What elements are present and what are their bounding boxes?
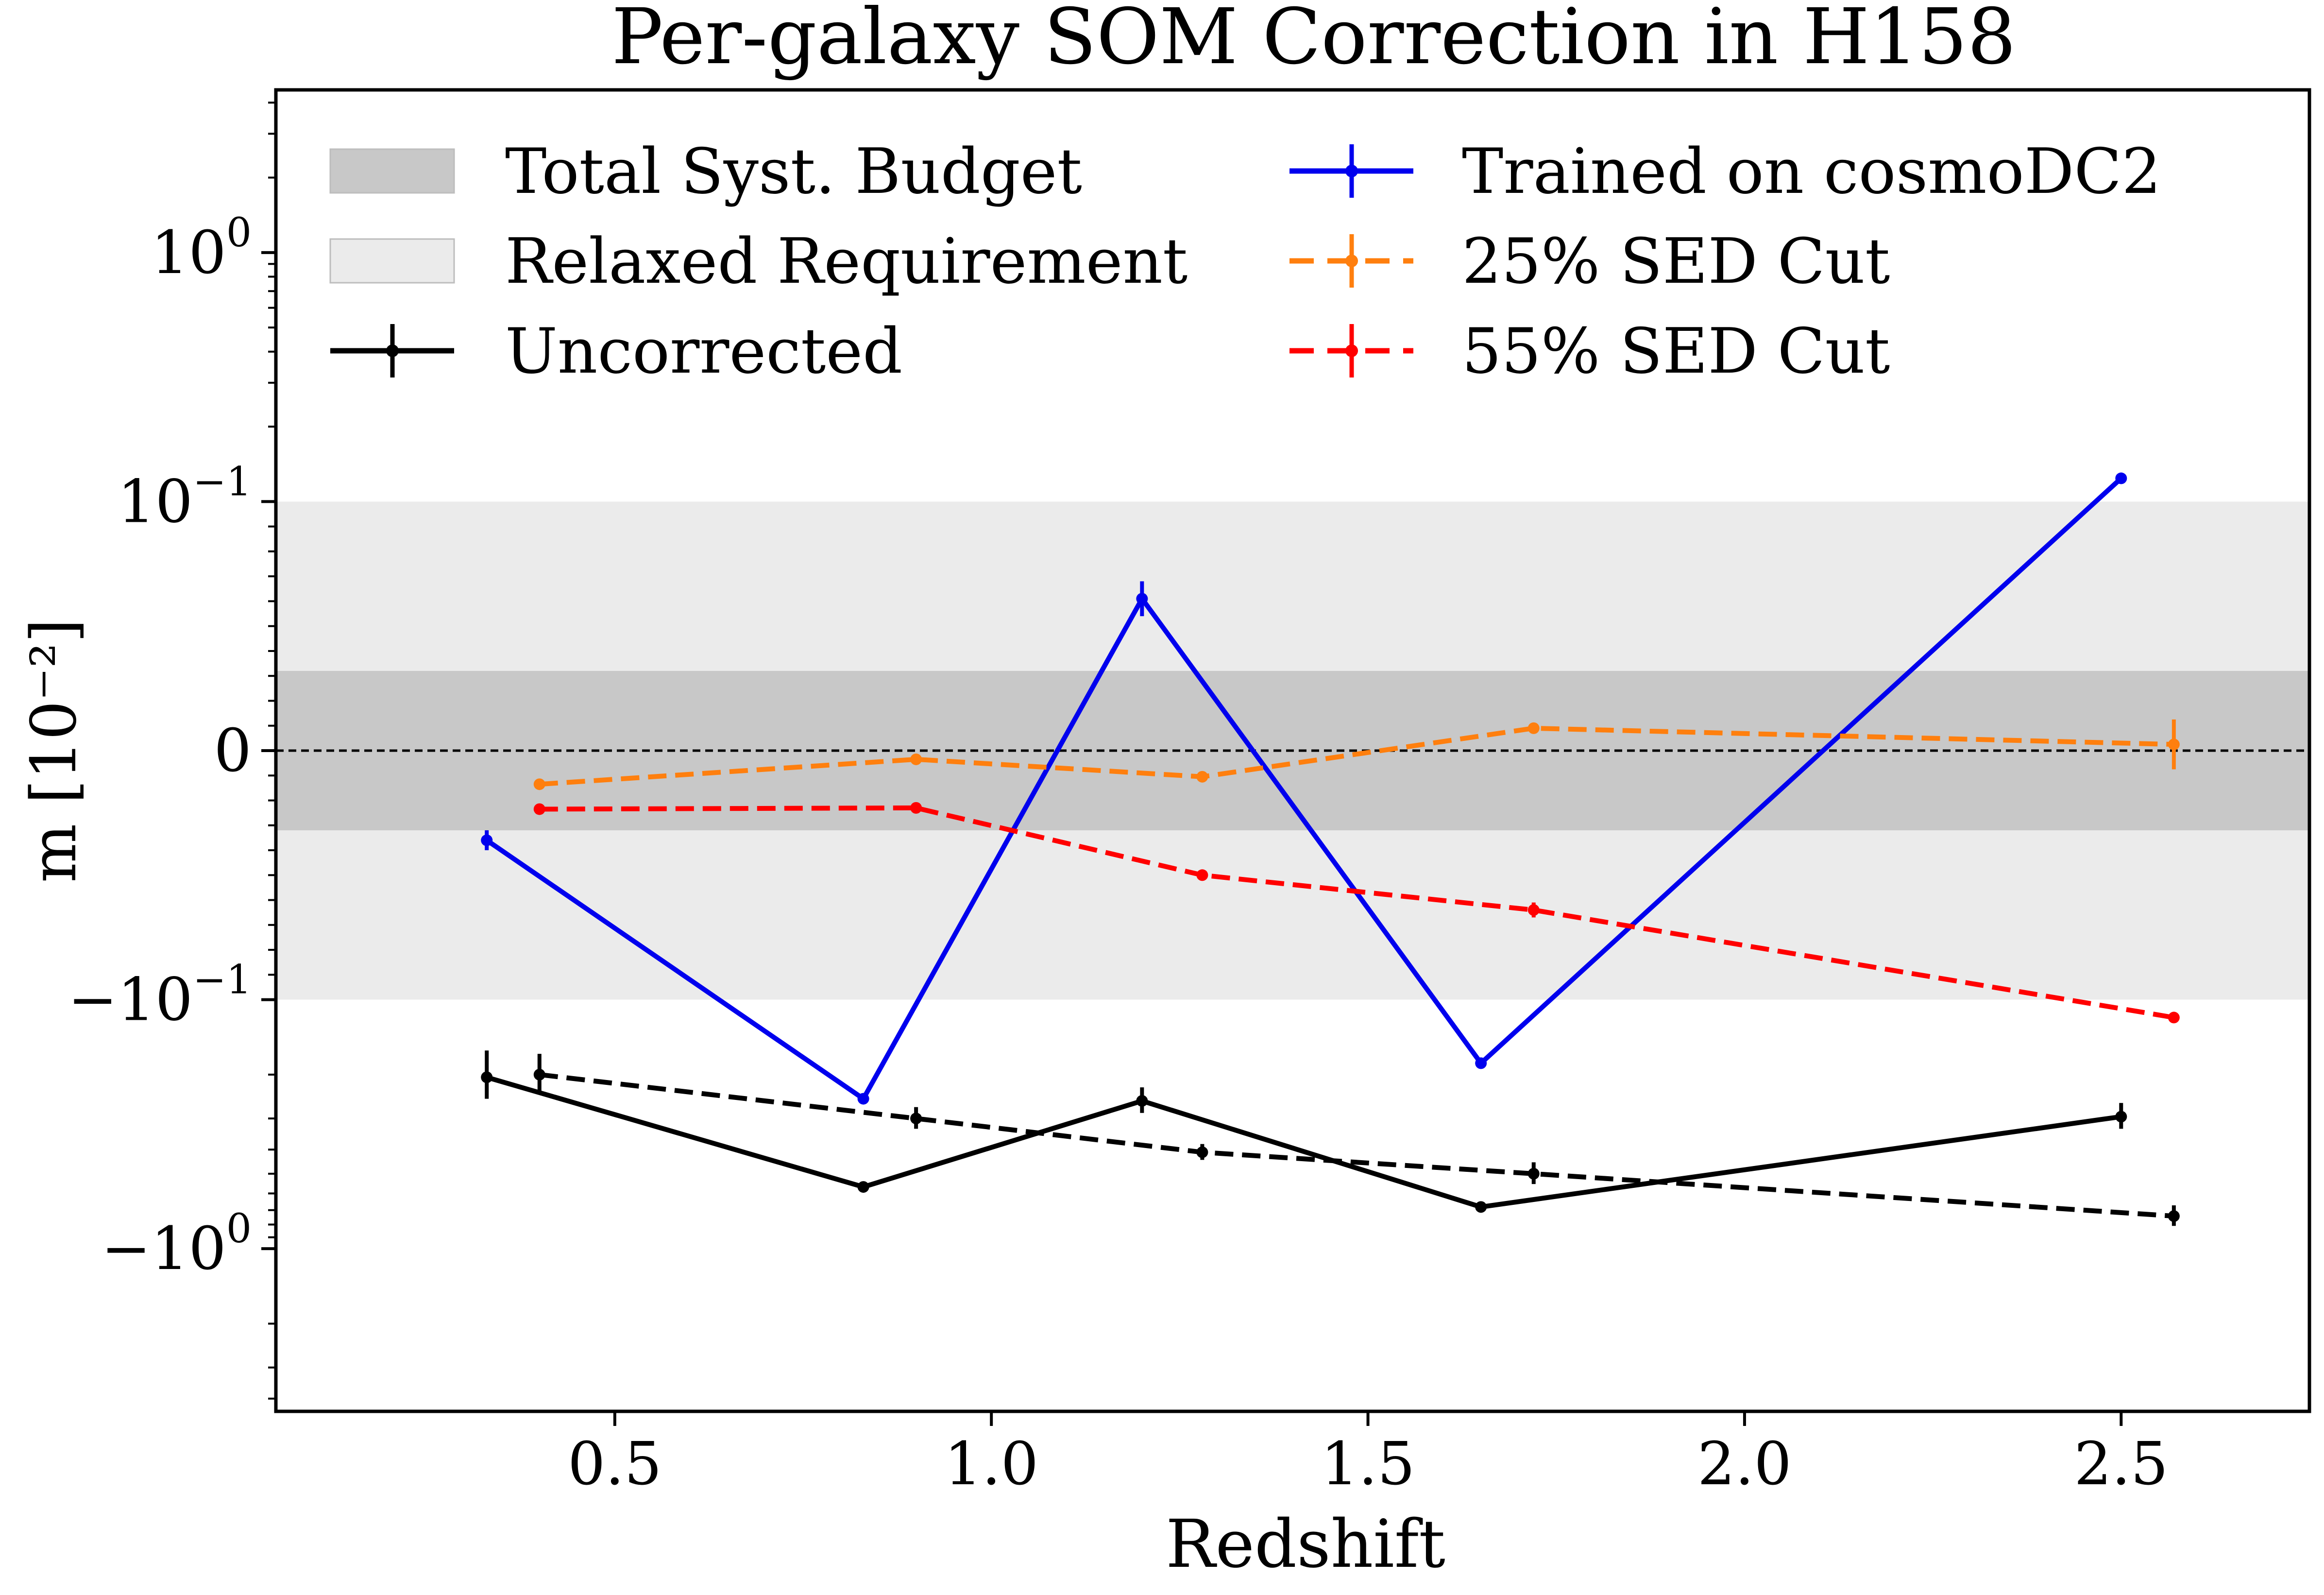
- data-point: [857, 1093, 869, 1105]
- data-point: [910, 753, 922, 765]
- legend-marker: [386, 344, 399, 357]
- legend-label: Uncorrected: [505, 315, 902, 388]
- data-point: [1527, 722, 1540, 734]
- legend: Total Syst. Budget Relaxed Requirement Unc…: [329, 136, 2161, 388]
- data-point: [857, 1181, 869, 1193]
- data-point: [2168, 1012, 2180, 1024]
- data-point: [1196, 869, 1208, 881]
- data-point: [2115, 472, 2127, 484]
- data-point: [533, 803, 545, 815]
- series-1: [533, 1054, 2180, 1226]
- x-tick-label: 1.0: [944, 1429, 1038, 1498]
- legend-swatch: [329, 238, 455, 284]
- legend-marker: [1345, 344, 1358, 357]
- data-point: [2115, 1111, 2127, 1123]
- legend-entry: Total Syst. Budget: [329, 136, 1082, 208]
- chart-title: Per-galaxy SOM Correction in H158: [611, 0, 2016, 82]
- legend-label: 25% SED Cut: [1462, 225, 1890, 298]
- axes: 0.5 1.0 1.5 2.0 2.5 100 10−1 0 −10−1 −100: [68, 88, 2311, 1498]
- legend-swatch: [329, 148, 455, 194]
- data-point: [1527, 1167, 1540, 1180]
- x-tick-label: 0.5: [568, 1429, 662, 1498]
- y-tick-label: 10−1: [118, 459, 252, 536]
- series-3: [533, 719, 2180, 790]
- legend-entry: Trained on cosmoDC2: [1289, 136, 2161, 208]
- data-point: [533, 1068, 545, 1080]
- y-tick-label: −10−1: [68, 957, 252, 1034]
- y-tick-label: 0: [214, 716, 252, 785]
- series-4: [533, 802, 2180, 1024]
- legend-marker: [1345, 165, 1358, 177]
- data-series: [481, 472, 2180, 1226]
- data-point: [1136, 593, 1148, 605]
- x-tick-label: 2.0: [1697, 1429, 1792, 1498]
- data-point: [2168, 1210, 2180, 1222]
- y-axis-label: m [10⁻²]: [18, 618, 90, 883]
- legend-entry: Relaxed Requirement: [329, 225, 1187, 298]
- legend-marker: [1345, 255, 1358, 267]
- series-2: [481, 472, 2127, 1105]
- x-tick-label: 1.5: [1321, 1429, 1415, 1498]
- y-tick-label: 100: [151, 210, 252, 287]
- x-tick-label: 2.5: [2074, 1429, 2168, 1498]
- y-tick-label: −100: [101, 1206, 252, 1283]
- data-point: [910, 802, 922, 814]
- data-point: [2168, 738, 2180, 751]
- legend-label: 55% SED Cut: [1462, 315, 1890, 388]
- data-point: [910, 1113, 922, 1125]
- legend-label: Relaxed Requirement: [505, 225, 1187, 298]
- legend-label: Trained on cosmoDC2: [1462, 136, 2161, 208]
- x-axis-label: Redshift: [1166, 1506, 1445, 1583]
- data-point: [533, 778, 545, 790]
- data-point: [481, 834, 493, 846]
- legend-label: Total Syst. Budget: [505, 136, 1082, 208]
- data-point: [1527, 904, 1540, 916]
- series-0: [481, 1050, 2127, 1213]
- data-point: [1475, 1057, 1487, 1069]
- data-point: [1196, 771, 1208, 783]
- data-point: [481, 1071, 493, 1083]
- legend-entry: 25% SED Cut: [1289, 225, 1890, 298]
- data-point: [1136, 1095, 1148, 1107]
- legend-entry: 55% SED Cut: [1289, 315, 1890, 388]
- legend-entry: Uncorrected: [330, 315, 902, 388]
- data-point: [1475, 1201, 1487, 1213]
- data-point: [1196, 1146, 1208, 1158]
